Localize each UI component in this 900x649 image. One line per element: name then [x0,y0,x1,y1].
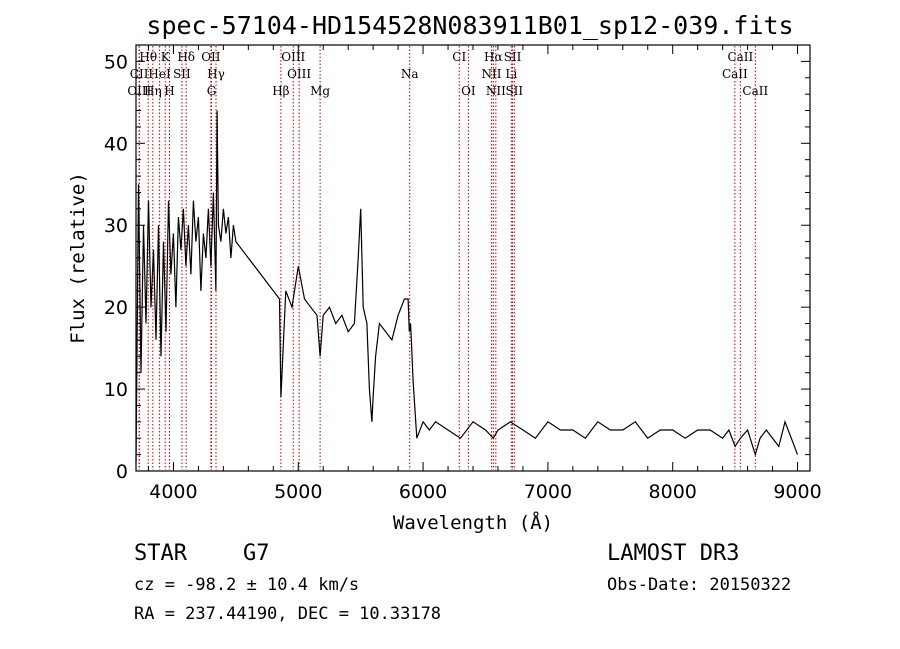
object-class: STAR [134,541,188,566]
survey-name: LAMOST DR3 [607,541,739,566]
line-marker-label: Li [505,67,517,81]
observation-date: Obs-Date: 20150322 [607,575,791,595]
y-tick-label: 30 [104,215,128,237]
line-marker-label: K [161,50,171,64]
redshift-velocity: cz = -98.2 ± 10.4 km/s [134,575,359,595]
y-axis: 0 10 20 30 40 50 [104,44,810,483]
line-marker-label: Mg [310,84,330,98]
line-marker-label: Na [401,67,419,81]
line-marker-label: OIII [127,84,151,98]
line-marker-label: SII [505,84,523,98]
line-marker-label: Hη [144,84,162,98]
x-axis-label: Wavelength (Å) [393,511,553,534]
line-marker-label: NII [486,84,506,98]
line-marker-label: Hδ [177,50,195,64]
line-markers [138,46,756,470]
line-marker-label: H [164,84,174,98]
line-marker-label: Hθ [139,50,157,64]
line-marker-label: OIII [287,67,311,81]
y-tick-label: 0 [116,461,128,483]
chart-title: spec-57104-HD154528N083911B01_sp12-039.f… [146,11,793,40]
y-tick-label: 10 [104,379,128,401]
spectral-subclass: G7 [243,541,270,566]
line-marker-label: CI [452,50,466,64]
line-marker-label: OI [461,84,476,98]
y-tick-label: 50 [104,51,128,73]
plot-frame [135,44,811,472]
line-marker-label: SII [173,67,191,81]
y-tick-label: 20 [104,297,128,319]
x-tick-label: 4000 [149,481,197,503]
line-marker-label: CaII [722,67,748,81]
line-marker-label: NII [481,67,501,81]
line-marker-label: Hγ [207,67,225,81]
coordinates: RA = 237.44190, DEC = 10.33178 [134,604,441,624]
x-tick-label: 5000 [274,481,322,503]
line-marker-label: HeI [148,67,171,81]
line-marker-label: SII [504,50,522,64]
line-marker-label: OII [201,50,221,64]
x-axis: 4000 5000 6000 7000 8000 9000 [147,45,822,503]
x-tick-label: 8000 [649,481,697,503]
x-tick-label: 7000 [524,481,572,503]
line-marker-label: G [207,84,217,98]
x-tick-label: 6000 [399,481,447,503]
line-marker-label: Hβ [272,84,289,98]
line-marker-label: Hα [484,50,503,64]
line-marker-label: OIII [281,50,305,64]
x-tick-label: 9000 [773,481,821,503]
y-tick-label: 40 [104,133,128,155]
line-marker-label: CaII [727,50,753,64]
y-axis-label: Flux (relative) [67,172,89,344]
line-marker-label: CII [130,67,149,81]
spectrum-line [135,110,799,463]
line-marker-label: CaII [742,84,768,98]
